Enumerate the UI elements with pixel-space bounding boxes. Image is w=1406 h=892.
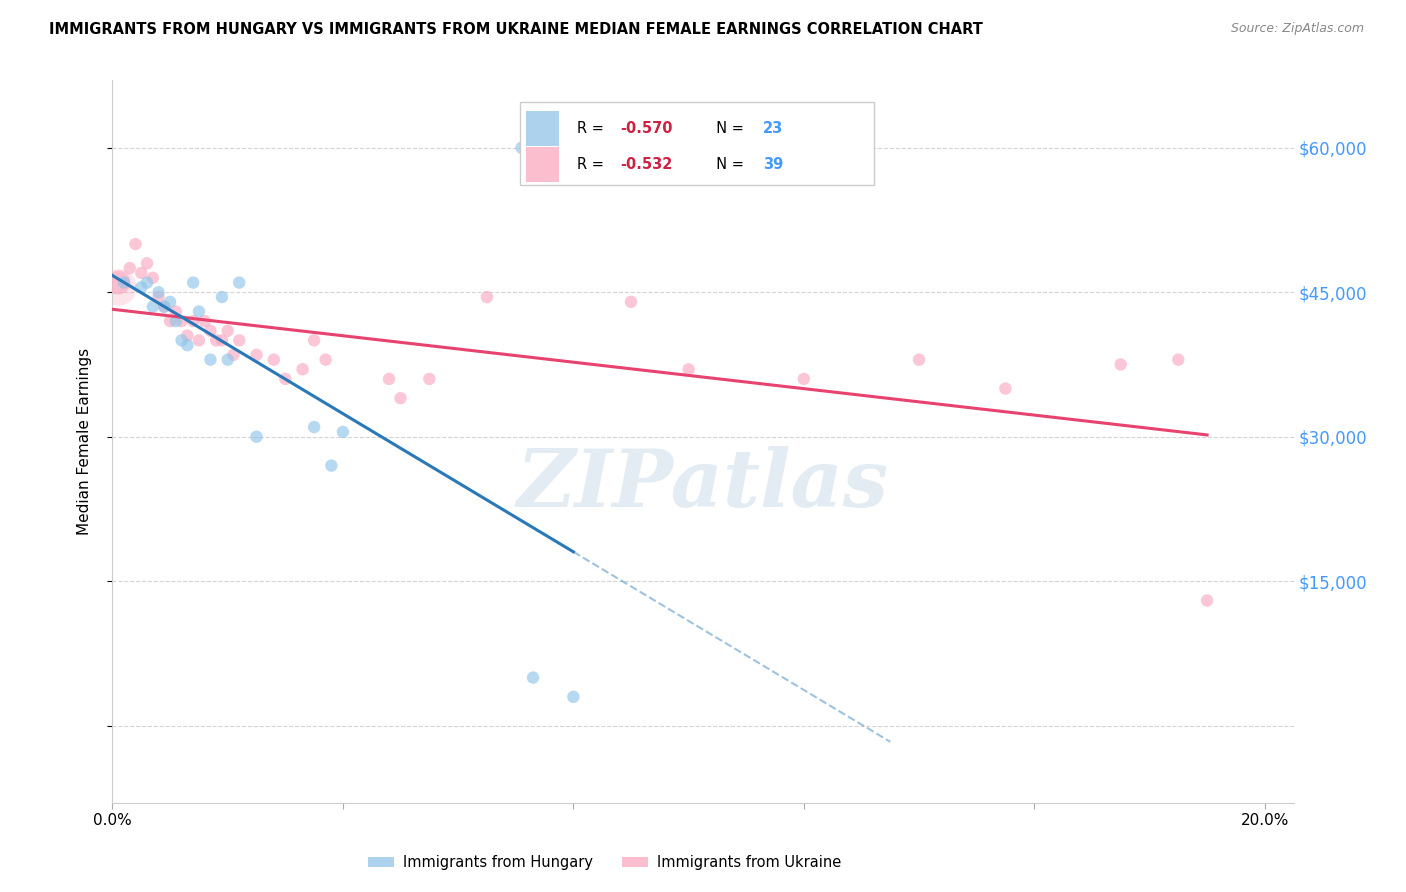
Text: N =: N = (707, 121, 748, 136)
Text: 23: 23 (763, 121, 783, 136)
Point (124, 237, 146, 252)
Text: R =: R = (576, 157, 609, 172)
Point (510, 141, 533, 155)
Point (211, 334, 233, 348)
Text: Source: ZipAtlas.com: Source: ZipAtlas.com (1230, 22, 1364, 36)
Point (332, 425, 354, 439)
Text: -0.532: -0.532 (620, 157, 672, 172)
Point (1197, 593, 1219, 607)
Point (321, 458, 343, 473)
Point (129, 266, 152, 280)
Point (153, 300, 176, 314)
Point (187, 304, 209, 318)
Point (200, 324, 222, 338)
Point (136, 276, 159, 290)
Point (228, 276, 250, 290)
Point (165, 314, 187, 328)
Text: ZIPatlas: ZIPatlas (517, 446, 889, 524)
Point (908, 352, 931, 367)
Point (302, 420, 325, 434)
Point (994, 382, 1017, 396)
Point (200, 352, 222, 367)
Point (1109, 358, 1132, 372)
Point (378, 372, 401, 386)
Text: IMMIGRANTS FROM HUNGARY VS IMMIGRANTS FROM UKRAINE MEDIAN FEMALE EARNINGS CORREL: IMMIGRANTS FROM HUNGARY VS IMMIGRANTS FR… (49, 22, 983, 37)
Point (315, 352, 337, 367)
Point (176, 328, 198, 343)
Point (217, 352, 239, 367)
Point (562, 690, 585, 704)
Point (170, 314, 193, 328)
Point (245, 430, 267, 444)
Bar (526, 147, 560, 182)
Text: R =: R = (576, 121, 609, 136)
Point (205, 334, 228, 348)
Point (302, 334, 325, 348)
Point (222, 348, 245, 362)
Point (165, 304, 187, 318)
Point (142, 300, 165, 314)
Point (418, 372, 440, 386)
Point (291, 362, 314, 376)
Text: 39: 39 (763, 157, 783, 172)
Point (107, 276, 129, 290)
Point (620, 294, 643, 309)
Point (159, 314, 181, 328)
Point (228, 334, 250, 348)
Point (159, 294, 181, 309)
Point (187, 334, 209, 348)
Point (142, 270, 165, 285)
Point (129, 280, 152, 294)
Bar (526, 112, 560, 146)
Point (181, 314, 204, 328)
Point (263, 352, 285, 367)
Point (170, 334, 193, 348)
Point (136, 256, 159, 270)
Point (176, 338, 198, 352)
Legend: Immigrants from Hungary, Immigrants from Ukraine: Immigrants from Hungary, Immigrants from… (361, 849, 848, 876)
Point (112, 276, 135, 290)
Point (274, 372, 297, 386)
Point (793, 372, 815, 386)
Point (211, 290, 233, 304)
Point (475, 290, 498, 304)
Point (181, 276, 204, 290)
Point (118, 261, 141, 276)
Point (148, 290, 170, 304)
Point (678, 362, 700, 376)
Point (107, 280, 129, 294)
Text: -0.570: -0.570 (620, 121, 673, 136)
Point (389, 391, 412, 405)
Point (245, 348, 267, 362)
Point (153, 300, 176, 314)
Y-axis label: Median Female Earnings: Median Female Earnings (77, 348, 91, 535)
Point (194, 314, 217, 328)
Point (148, 285, 170, 300)
Point (1167, 352, 1189, 367)
Point (217, 324, 239, 338)
Point (522, 671, 544, 685)
FancyBboxPatch shape (520, 102, 875, 185)
Text: N =: N = (707, 157, 748, 172)
